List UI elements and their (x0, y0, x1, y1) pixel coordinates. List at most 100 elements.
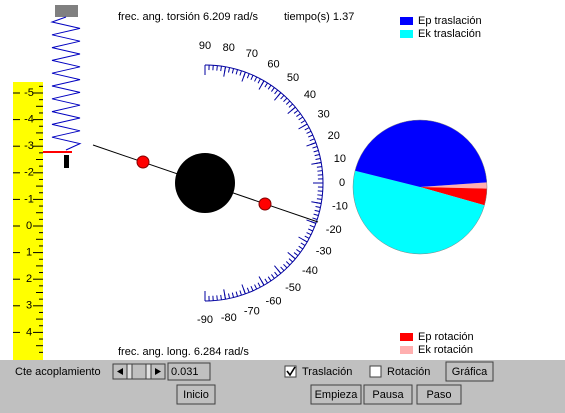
start-button[interactable] (310, 384, 362, 405)
protractor-minor-tick (304, 127, 310, 131)
ruler-label: -2 (24, 167, 34, 179)
protractor-tick (311, 201, 322, 204)
coupling-field[interactable] (167, 362, 211, 381)
protractor-minor-tick (216, 65, 218, 71)
pause-button[interactable] (363, 384, 413, 405)
protractor-minor-tick (308, 134, 314, 138)
legend-label: Ep rotación (418, 331, 474, 343)
protractor-minor-tick (264, 82, 268, 88)
protractor-tick (258, 276, 265, 286)
ruler-label: 2 (26, 273, 32, 285)
protractor-minor-tick (283, 97, 288, 103)
protractor-minor-tick (267, 276, 272, 282)
arrow (117, 368, 123, 375)
protractor-label: 10 (334, 153, 346, 165)
protractor-minor-tick (293, 109, 299, 114)
ruler-label: -3 (24, 140, 34, 152)
protractor-minor-tick (304, 235, 310, 239)
longitudinal-frequency: frec. ang. long. 6.284 rad/s (118, 346, 249, 358)
protractor-minor-tick (312, 146, 318, 149)
protractor-minor-tick (220, 66, 222, 72)
protractor-tick (274, 265, 282, 274)
protractor-label: 50 (287, 72, 299, 84)
protractor-minor-tick (271, 87, 275, 92)
protractor-label: -10 (332, 201, 348, 213)
protractor-minor-tick (280, 94, 285, 100)
protractor-minor-tick (315, 157, 321, 160)
protractor-minor-tick (296, 249, 301, 253)
protractor-label: 0 (339, 177, 345, 189)
protractor-minor-tick (264, 278, 268, 284)
graph-button-label: Gráfica (452, 366, 488, 378)
rotation-checkbox[interactable] (369, 365, 382, 378)
pie-slice (420, 187, 487, 206)
ball (136, 155, 150, 169)
protractor-minor-tick (250, 286, 254, 292)
protractor-minor-tick (300, 242, 306, 246)
mass-block (64, 155, 69, 168)
protractor-minor-tick (231, 292, 235, 298)
protractor-label: -80 (221, 312, 237, 324)
protractor-label: 70 (246, 48, 258, 60)
scroll-thumb[interactable] (131, 363, 147, 380)
protractor-minor-tick (267, 84, 272, 90)
legend-swatch (400, 17, 413, 25)
protractor-label: -70 (244, 306, 260, 318)
protractor-minor-tick (250, 74, 254, 80)
protractor-minor-tick (239, 70, 242, 76)
protractor-minor-tick (288, 103, 294, 108)
protractor-minor-tick (288, 258, 294, 263)
protractor-tick (311, 162, 322, 165)
ruler-label: -5 (24, 87, 34, 99)
pie-slice (354, 120, 487, 187)
protractor-minor-tick (257, 78, 261, 84)
protractor-minor-tick (246, 73, 250, 79)
protractor-minor-tick (228, 293, 231, 299)
ball (258, 197, 272, 211)
protractor-minor-tick (313, 149, 319, 153)
ruler-label: 0 (26, 220, 32, 232)
protractor-minor-tick (298, 116, 304, 121)
reset-button[interactable] (176, 384, 216, 405)
protractor-minor-tick (308, 228, 314, 232)
protractor-minor-tick (298, 245, 304, 250)
coupling-label: Cte acoplamiento (15, 366, 101, 378)
protractor-minor-tick (317, 170, 323, 172)
translation-checkbox[interactable] (284, 365, 297, 378)
spring (50, 16, 82, 151)
protractor-minor-tick (313, 213, 319, 217)
protractor-tick (241, 284, 246, 295)
legend-swatch (400, 30, 413, 38)
protractor-label: -60 (266, 296, 282, 308)
protractor-tick (306, 219, 317, 224)
arrow (155, 368, 161, 375)
protractor-tick (298, 123, 308, 130)
graph-button[interactable] (445, 361, 494, 382)
spring-anchor (55, 5, 78, 17)
ruler (13, 82, 43, 360)
pause-button-label: Pausa (372, 389, 404, 401)
start-button-label: Empieza (315, 389, 359, 401)
protractor-tick (298, 236, 308, 243)
protractor-minor-tick (312, 217, 318, 220)
translation-label: Traslación (302, 366, 352, 378)
protractor-minor-tick (306, 130, 312, 134)
protractor-minor-tick (235, 69, 239, 75)
protractor-minor-tick (239, 290, 242, 296)
protractor-minor-tick (293, 252, 299, 257)
protractor-minor-tick (309, 224, 315, 228)
protractor-label: 60 (267, 58, 279, 70)
protractor-minor-tick (254, 284, 258, 290)
protractor-tick (223, 289, 226, 300)
step-button[interactable] (416, 384, 462, 405)
protractor-minor-tick (228, 67, 231, 73)
legend-swatch (400, 333, 413, 341)
reset-button-label: Inicio (183, 389, 209, 401)
ruler-label: 4 (26, 326, 32, 338)
protractor-label: 20 (328, 130, 340, 142)
protractor-minor-tick (216, 295, 218, 301)
legend-label: Ek rotación (418, 344, 473, 356)
protractor-label: -30 (316, 245, 332, 257)
